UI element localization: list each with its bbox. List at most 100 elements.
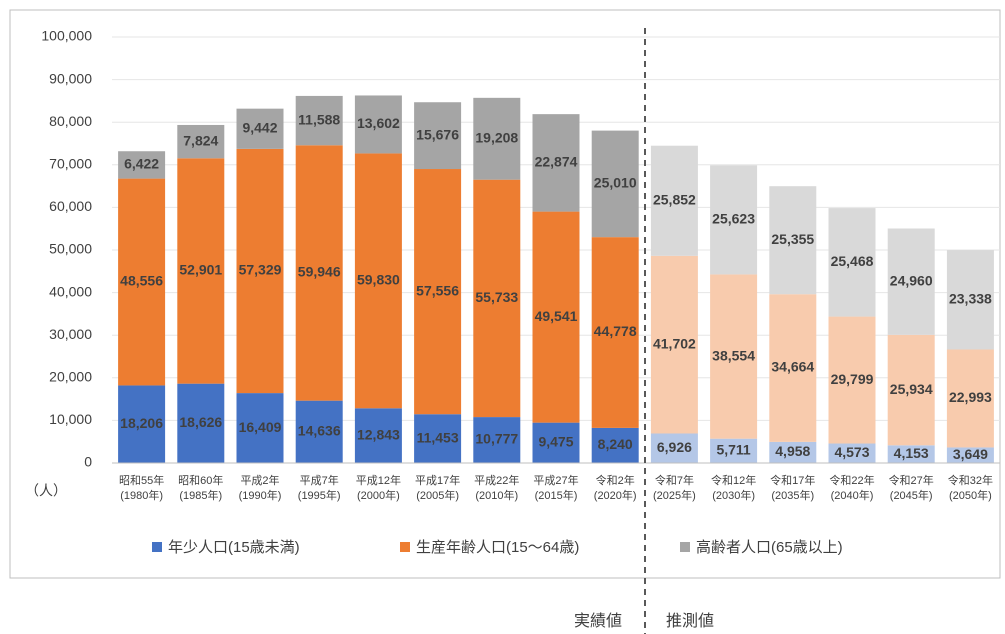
data-label: 4,153 — [894, 445, 929, 461]
data-label: 57,329 — [239, 262, 282, 278]
x-tick-label: 平成27年 (2015年) — [533, 475, 579, 502]
bar-segment — [828, 443, 876, 463]
data-label: 4,573 — [834, 444, 869, 460]
bar-segment — [828, 208, 876, 317]
bar-segment — [769, 294, 817, 442]
data-label: 9,442 — [242, 119, 277, 135]
bar-segment — [591, 130, 639, 238]
bar-segment — [177, 124, 225, 159]
bar-segment — [591, 237, 639, 428]
y-tick-label: 0 — [84, 454, 92, 470]
bar-segment — [710, 165, 758, 275]
data-label: 25,934 — [890, 381, 933, 397]
y-tick-label: 100,000 — [41, 28, 92, 44]
data-label: 3,649 — [953, 446, 988, 462]
data-label: 15,676 — [416, 126, 459, 142]
data-label: 9,475 — [538, 434, 573, 450]
bar-segment — [354, 408, 402, 463]
bar-segment — [828, 316, 876, 444]
annotation: 推測値 — [666, 612, 714, 630]
legend-swatch — [680, 542, 690, 552]
bar-segment — [118, 178, 166, 386]
y-tick-label: 90,000 — [49, 70, 92, 86]
bar-segment — [354, 153, 402, 409]
bar-segment — [710, 438, 758, 463]
y-tick-label: 50,000 — [49, 241, 92, 257]
bar-segment — [650, 433, 698, 463]
x-tick-label: 昭和55年 (1980年) — [118, 475, 165, 502]
x-tick-label: 平成7年 (1995年) — [297, 475, 341, 502]
x-tick-label: 平成12年 (2000年) — [355, 475, 402, 502]
bar-segment — [650, 255, 698, 434]
data-label: 25,468 — [831, 253, 874, 269]
y-tick-label: 40,000 — [49, 283, 92, 299]
bar-segment — [650, 145, 698, 256]
x-tick-label: 令和22年 (2040年) — [829, 475, 875, 502]
x-tick-label: 令和32年 (2050年) — [947, 475, 994, 502]
bar-segment — [710, 274, 758, 439]
data-label: 25,852 — [653, 191, 696, 207]
data-label: 19,208 — [475, 129, 518, 145]
data-label: 52,901 — [179, 262, 222, 278]
data-label: 38,554 — [712, 347, 755, 363]
bar-segment — [236, 393, 284, 463]
data-label: 18,626 — [179, 414, 222, 430]
bar-segment — [887, 334, 935, 446]
data-label: 5,711 — [716, 442, 750, 458]
bar-segment — [236, 148, 284, 394]
data-label: 12,843 — [357, 426, 400, 442]
data-label: 24,960 — [890, 272, 933, 288]
y-tick-label: 70,000 — [49, 156, 92, 172]
x-tick-label: 平成22年 (2010年) — [474, 475, 520, 502]
y-tick-label: 20,000 — [49, 369, 92, 385]
bar-segment — [177, 158, 225, 384]
bar-segment — [414, 414, 462, 463]
data-label: 55,733 — [475, 289, 518, 305]
bar-segment — [473, 97, 521, 180]
y-tick-label: 10,000 — [49, 411, 92, 427]
legend-label: 高齢者人口(65歳以上) — [696, 539, 843, 556]
data-label: 11,453 — [417, 429, 459, 445]
data-label: 41,702 — [653, 335, 696, 351]
annotation: 実績値 — [574, 612, 622, 630]
x-tick-label: 平成2年 (1990年) — [238, 475, 282, 502]
legend-label: 年少人口(15歳未満) — [168, 539, 300, 556]
data-label: 22,993 — [949, 389, 992, 405]
data-label: 44,778 — [594, 323, 637, 339]
data-label: 34,664 — [771, 359, 814, 375]
bar-segment — [414, 169, 462, 415]
data-label: 48,556 — [120, 273, 163, 289]
data-label: 57,556 — [416, 282, 459, 298]
data-label: 25,010 — [594, 175, 637, 191]
data-label: 29,799 — [831, 371, 874, 387]
data-label: 18,206 — [120, 415, 163, 431]
data-label: 10,777 — [475, 431, 518, 447]
bar-segment — [532, 422, 580, 463]
data-label: 59,946 — [298, 264, 341, 280]
bar-segment — [946, 250, 994, 350]
bar-segment — [887, 445, 935, 463]
bar-segment — [769, 441, 817, 463]
bar-segment — [118, 151, 166, 179]
data-label: 8,240 — [598, 436, 633, 452]
bar-segment — [414, 102, 462, 170]
bar-segment — [177, 383, 225, 463]
data-label: 23,338 — [949, 290, 992, 306]
y-tick-label: 60,000 — [49, 198, 92, 214]
bar-segment — [769, 186, 817, 295]
bar-segment — [887, 228, 935, 335]
x-tick-label: 昭和60年 (1985年) — [178, 475, 224, 502]
bar-segment — [236, 108, 284, 149]
x-tick-label: 令和7年 (2025年) — [652, 475, 696, 502]
x-tick-label: 令和2年 (2020年) — [593, 475, 637, 502]
data-label: 11,588 — [298, 111, 340, 127]
y-axis-label: （人） — [25, 483, 67, 499]
data-label: 4,958 — [775, 443, 810, 459]
data-label: 59,830 — [357, 272, 400, 288]
legend-swatch — [152, 542, 162, 552]
bar-segment — [946, 447, 994, 463]
x-tick-label: 令和17年 (2035年) — [770, 475, 816, 502]
bar-segment — [532, 211, 580, 423]
